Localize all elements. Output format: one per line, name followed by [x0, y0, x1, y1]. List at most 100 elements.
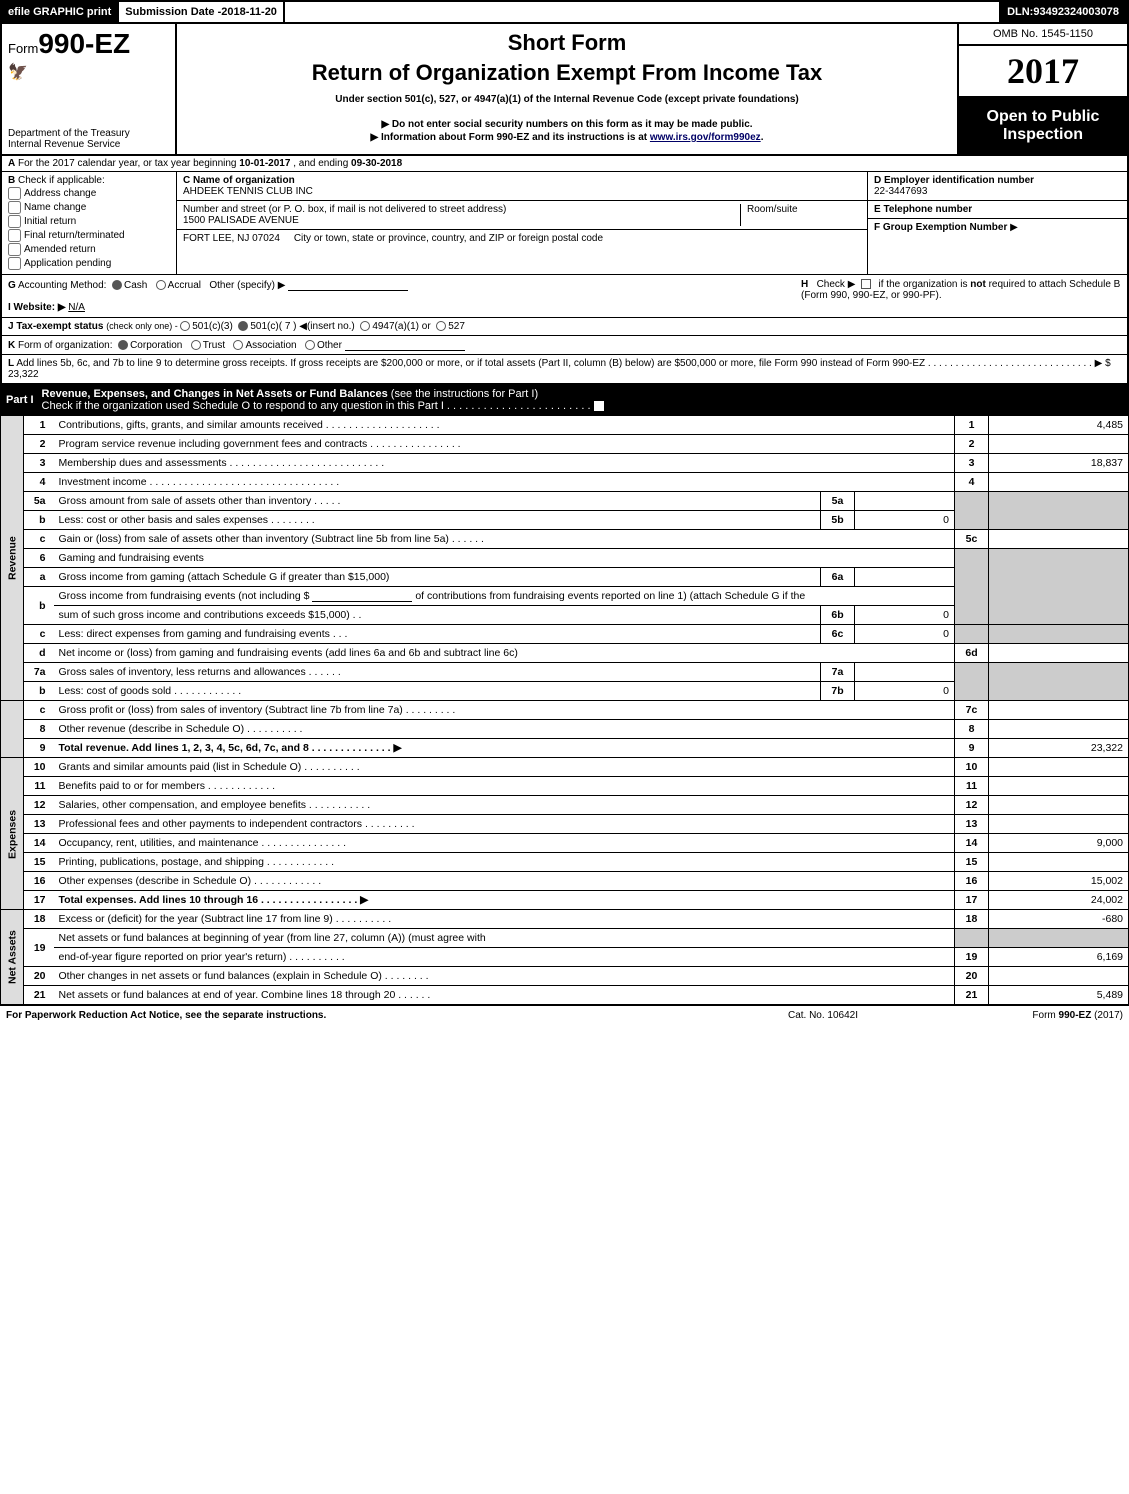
ln7b-n: b [24, 682, 54, 701]
ln16-n: 16 [24, 872, 54, 891]
e-phone-block: E Telephone number [868, 201, 1127, 219]
j-c3: 501(c)(3) [192, 321, 233, 332]
radio-trust-icon[interactable] [191, 340, 201, 350]
info-link-line: ▶ Information about Form 990-EZ and its … [187, 132, 947, 143]
ln2-val [989, 435, 1129, 454]
header-row: Form990-EZ 🦅 Department of the Treasury … [0, 24, 1129, 156]
ln21-box: 21 [955, 986, 989, 1005]
k-label: Form of organization: [18, 340, 113, 351]
k-lead: K [8, 340, 15, 351]
ln21-d: Net assets or fund balances at end of ye… [54, 986, 955, 1005]
g-other-blank[interactable] [288, 279, 408, 291]
ln3-box: 3 [955, 454, 989, 473]
ln18-box: 18 [955, 910, 989, 929]
radio-cash-icon[interactable] [112, 280, 122, 290]
ln3-n: 3 [24, 454, 54, 473]
ln5a-mid: 5a [821, 492, 855, 511]
chk-initial-return[interactable]: Initial return [8, 215, 170, 228]
ln7b-midval: 0 [855, 682, 955, 701]
ln7a-mid: 7a [821, 663, 855, 682]
i-lead: I Website: ▶ [8, 302, 66, 313]
j-527: 527 [448, 321, 465, 332]
ln20-box: 20 [955, 967, 989, 986]
ln4-val [989, 473, 1129, 492]
chk-initial-return-label: Initial return [24, 216, 76, 227]
c-name-label: C Name of organization [183, 175, 295, 186]
l-lead: L [8, 358, 14, 369]
k-assoc: Association [245, 340, 296, 351]
part1-desc: Revenue, Expenses, and Changes in Net As… [42, 388, 1123, 412]
h-text: Check ▶ [817, 279, 856, 290]
ln19-shade [955, 929, 989, 948]
chk-amended-return[interactable]: Amended return [8, 243, 170, 256]
ln6d-box: 6d [955, 644, 989, 663]
ln6c-shade-val [989, 625, 1129, 644]
row-j: J Tax-exempt status (check only one) - 5… [2, 318, 1127, 336]
radio-accrual-icon[interactable] [156, 280, 166, 290]
ln5c-val [989, 530, 1129, 549]
ln11-n: 11 [24, 777, 54, 796]
ln1-box: 1 [955, 416, 989, 435]
ln10-val [989, 758, 1129, 777]
row-a-begin: 10-01-2017 [239, 158, 290, 169]
ln13-val [989, 815, 1129, 834]
ln1-val: 4,485 [989, 416, 1129, 435]
h-checkbox[interactable] [861, 279, 871, 289]
ln19-val: 6,169 [989, 948, 1129, 967]
ln10-d: Grants and similar amounts paid (list in… [54, 758, 955, 777]
radio-501c-icon[interactable] [238, 321, 248, 331]
ln16-box: 16 [955, 872, 989, 891]
omb-number: OMB No. 1545-1150 [959, 24, 1127, 46]
radio-other-icon[interactable] [305, 340, 315, 350]
irs-eagle-icon: 🦅 [8, 62, 169, 82]
part1-checkbox[interactable] [594, 401, 604, 411]
row-a: A For the 2017 calendar year, or tax yea… [2, 156, 1127, 172]
g-lead: G [8, 280, 16, 291]
l-text: Add lines 5b, 6c, and 7b to line 9 to de… [16, 358, 1105, 369]
ln8-d: Other revenue (describe in Schedule O) .… [54, 720, 955, 739]
ln18-val: -680 [989, 910, 1129, 929]
chk-final-return[interactable]: Final return/terminated [8, 229, 170, 242]
radio-corp-icon[interactable] [118, 340, 128, 350]
h-lead: H [801, 279, 808, 290]
dept-irs: Internal Revenue Service [8, 139, 169, 150]
chk-final-return-label: Final return/terminated [24, 230, 125, 241]
chk-application-pending-label: Application pending [24, 258, 111, 269]
ln19-n: 19 [24, 929, 54, 967]
ln14-n: 14 [24, 834, 54, 853]
ln4-box: 4 [955, 473, 989, 492]
radio-527-icon[interactable] [436, 321, 446, 331]
irs-link[interactable]: www.irs.gov/form990ez [650, 132, 761, 143]
ln21-val: 5,489 [989, 986, 1129, 1005]
ln6-shade-val [989, 549, 1129, 625]
ln6b-blank[interactable] [312, 590, 412, 602]
ssn-notice: ▶ Do not enter social security numbers o… [187, 119, 947, 130]
ln9-d: Total revenue. Add lines 1, 2, 3, 4, 5c,… [54, 739, 955, 758]
ln8-val [989, 720, 1129, 739]
ln5c-n: c [24, 530, 54, 549]
chk-application-pending[interactable]: Application pending [8, 257, 170, 270]
header-left: Form990-EZ 🦅 Department of the Treasury … [2, 24, 177, 154]
ln15-d: Printing, publications, postage, and shi… [54, 853, 955, 872]
tax-year: 2017 [959, 46, 1127, 98]
g-label: Accounting Method: [18, 280, 106, 291]
revenue-vlabel-cont [1, 701, 24, 758]
radio-4947-icon[interactable] [360, 321, 370, 331]
efile-label[interactable]: efile GRAPHIC print [2, 2, 119, 22]
ln6c-d: Less: direct expenses from gaming and fu… [54, 625, 821, 644]
ln5ab-shade-val [989, 492, 1129, 530]
radio-501c3-icon[interactable] [180, 321, 190, 331]
ln9-d-text: Total revenue. Add lines 1, 2, 3, 4, 5c,… [59, 742, 402, 754]
radio-accrual-label: Accrual [168, 280, 201, 291]
chk-address-change[interactable]: Address change [8, 187, 170, 200]
ln18-n: 18 [24, 910, 54, 929]
ln21-n: 21 [24, 986, 54, 1005]
ln12-box: 12 [955, 796, 989, 815]
k-other-blank[interactable] [345, 339, 465, 351]
radio-assoc-icon[interactable] [233, 340, 243, 350]
chk-name-change[interactable]: Name change [8, 201, 170, 214]
submission-date: Submission Date - 2018-11-20 [119, 2, 285, 22]
c-room-label: Room/suite [741, 204, 861, 226]
ln17-d-text: Total expenses. Add lines 10 through 16 … [59, 894, 369, 906]
c-street-block: Number and street (or P. O. box, if mail… [177, 201, 867, 230]
